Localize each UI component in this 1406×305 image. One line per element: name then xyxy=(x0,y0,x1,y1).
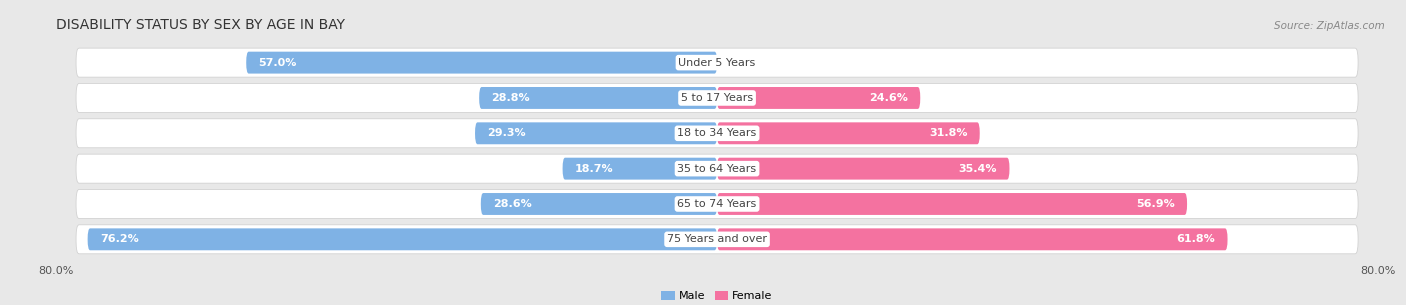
Text: 24.6%: 24.6% xyxy=(869,93,908,103)
FancyBboxPatch shape xyxy=(717,87,921,109)
Text: 61.8%: 61.8% xyxy=(1177,234,1215,244)
FancyBboxPatch shape xyxy=(717,228,1227,250)
Text: 29.3%: 29.3% xyxy=(488,128,526,138)
Text: Under 5 Years: Under 5 Years xyxy=(679,58,755,68)
Legend: Male, Female: Male, Female xyxy=(657,286,778,305)
Text: 18 to 34 Years: 18 to 34 Years xyxy=(678,128,756,138)
FancyBboxPatch shape xyxy=(717,158,1010,180)
FancyBboxPatch shape xyxy=(76,48,1358,77)
FancyBboxPatch shape xyxy=(479,87,717,109)
Text: 35 to 64 Years: 35 to 64 Years xyxy=(678,164,756,174)
Text: 56.9%: 56.9% xyxy=(1136,199,1174,209)
Text: 18.7%: 18.7% xyxy=(575,164,613,174)
FancyBboxPatch shape xyxy=(87,228,717,250)
FancyBboxPatch shape xyxy=(76,225,1358,254)
Text: DISABILITY STATUS BY SEX BY AGE IN BAY: DISABILITY STATUS BY SEX BY AGE IN BAY xyxy=(56,18,346,31)
Text: 35.4%: 35.4% xyxy=(959,164,997,174)
FancyBboxPatch shape xyxy=(76,84,1358,113)
FancyBboxPatch shape xyxy=(475,122,717,144)
FancyBboxPatch shape xyxy=(76,154,1358,183)
Text: 28.8%: 28.8% xyxy=(492,93,530,103)
Text: 5 to 17 Years: 5 to 17 Years xyxy=(681,93,754,103)
Text: 76.2%: 76.2% xyxy=(100,234,139,244)
FancyBboxPatch shape xyxy=(76,189,1358,218)
Text: 57.0%: 57.0% xyxy=(259,58,297,68)
Text: 0.0%: 0.0% xyxy=(724,58,752,68)
Text: 65 to 74 Years: 65 to 74 Years xyxy=(678,199,756,209)
FancyBboxPatch shape xyxy=(481,193,717,215)
Text: Source: ZipAtlas.com: Source: ZipAtlas.com xyxy=(1274,21,1385,31)
FancyBboxPatch shape xyxy=(76,119,1358,148)
Text: 75 Years and over: 75 Years and over xyxy=(666,234,768,244)
Text: 28.6%: 28.6% xyxy=(494,199,531,209)
Text: 31.8%: 31.8% xyxy=(929,128,967,138)
FancyBboxPatch shape xyxy=(717,193,1187,215)
FancyBboxPatch shape xyxy=(717,122,980,144)
FancyBboxPatch shape xyxy=(246,52,717,74)
FancyBboxPatch shape xyxy=(562,158,717,180)
